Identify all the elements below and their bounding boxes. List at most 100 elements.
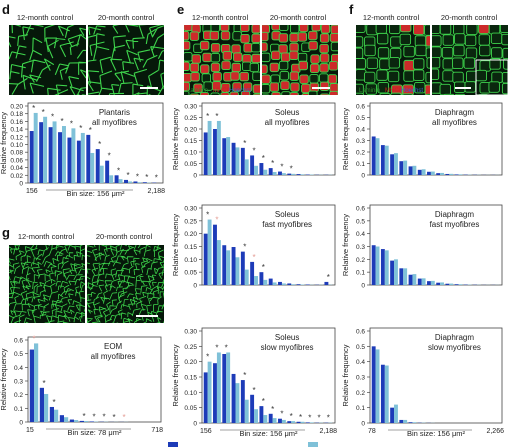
panel-g-chart-ytick-label: 0.3 bbox=[14, 379, 23, 386]
panel-e-micrograph-12m-fibre bbox=[251, 43, 260, 53]
panel-f-chart-fast-bar-12-month bbox=[390, 260, 395, 285]
panel-e-micrograph-20m-fibre bbox=[341, 42, 350, 51]
panel-f-chart-slow-bar-12-month bbox=[371, 346, 376, 423]
panel-f-chart-all-bar-12-month bbox=[399, 161, 404, 175]
panel-e-micrograph-20m-fibre bbox=[297, 52, 308, 63]
panel-e-chart-all-significance-star: * bbox=[290, 165, 293, 174]
panel-e-chart-fast-significance-star: * bbox=[327, 273, 330, 282]
panel-d-chart-bar-20-month bbox=[128, 181, 132, 183]
panel-g-chart-title-line: EOM bbox=[104, 342, 123, 351]
panel-d-label-12m: 12-month control bbox=[17, 13, 74, 22]
panel-e-chart-fast bbox=[199, 204, 336, 286]
panel-e-chart-all-bar-12-month bbox=[213, 129, 217, 175]
panel-e-chart-all-bar-20-month bbox=[272, 172, 277, 175]
panel-e-chart-slow-bar-12-month bbox=[305, 422, 310, 423]
panel-e-micrograph-12m-fibre bbox=[212, 71, 222, 82]
panel-f-chart-fast-ytick-label: 0.1 bbox=[356, 270, 365, 277]
panel-e-chart-fast-bar-20-month bbox=[235, 257, 240, 285]
panel-f-micrograph-20m-fibre bbox=[503, 94, 508, 95]
panel-d-micrograph-12m-bg bbox=[9, 25, 86, 95]
panel-e-micrograph-12m-fibre bbox=[230, 71, 240, 81]
panel-e-chart-all-bar-20-month bbox=[291, 173, 296, 175]
panel-letter-d: d bbox=[2, 2, 10, 17]
panel-f-stain-label: Laminin bbox=[359, 88, 380, 94]
panel-e-chart-fast-bar-20-month bbox=[244, 269, 249, 285]
panel-f-chart-fast-bar-12-month bbox=[417, 278, 422, 285]
panel-f-micrograph-12m-cells bbox=[356, 25, 430, 95]
panel-f-micrograph-20m-fibre bbox=[478, 25, 490, 34]
panel-e-chart-all-significance-star: * bbox=[215, 112, 218, 121]
panel-e-micrograph-20m-fibre bbox=[308, 90, 318, 95]
panel-e-micrograph-20m-fibre bbox=[271, 50, 281, 61]
panel-e-micrograph-20m-fibre bbox=[320, 93, 330, 95]
panel-f-chart-all-bar-20-month bbox=[384, 145, 389, 175]
panel-e-chart-slow-bar-20-month bbox=[300, 421, 305, 423]
panel-f-micrograph-12m-fibre bbox=[388, 57, 400, 69]
panel-e-chart-slow-significance-star: * bbox=[327, 414, 330, 423]
panel-f-chart-all-ytick-label: 0 bbox=[361, 173, 365, 180]
panel-f-chart-fast-bar-12-month bbox=[445, 283, 450, 285]
panel-f-micrograph-20m-fibre bbox=[512, 34, 517, 45]
panel-e-chart-all-ytick-label: 0.20 bbox=[184, 127, 197, 134]
panel-e-micrograph-12m-fibre bbox=[209, 30, 220, 41]
panel-f-micrograph-12m-fibre bbox=[356, 25, 366, 33]
panel-e-micrograph-20m-fibre bbox=[289, 42, 299, 53]
panel-e-chart-fast-bar-20-month bbox=[291, 284, 296, 285]
panel-f-chart-fast-bar-12-month bbox=[436, 282, 441, 285]
panel-g-chart-bar-20-month bbox=[54, 409, 59, 422]
panel-e-chart-fast-significance-star: * bbox=[206, 211, 209, 220]
panel-e-micrograph-20m-fibre bbox=[289, 92, 299, 95]
panel-d-chart-significance-star: * bbox=[89, 126, 92, 135]
panel-e-micrograph-12m-fibre bbox=[251, 53, 260, 64]
panel-f-chart-fast-bar-12-month bbox=[454, 284, 459, 285]
panel-f-chart-all-ytick-label: 0.2 bbox=[356, 150, 365, 157]
panel-e-micrograph-20m-fibre bbox=[278, 60, 289, 71]
panel-f-stain-label: Hoechst bbox=[401, 88, 423, 94]
panel-e-chart-fast-title-line: Soleus bbox=[275, 210, 299, 219]
panel-d-chart-bar-12-month bbox=[48, 127, 53, 183]
panel-f-chart-fast-ytick-label: 0.2 bbox=[356, 257, 365, 264]
panel-e-chart-slow bbox=[199, 327, 336, 431]
panel-e-micrograph-20m-fibre bbox=[342, 23, 351, 32]
panel-f-chart-slow-bin-size: Bin size: 156 μm² bbox=[407, 429, 466, 438]
panel-f-micrograph-20m-fibre bbox=[488, 25, 501, 35]
panel-g-chart-bar-20-month bbox=[44, 393, 49, 422]
panel-e-label-12m: 12-month control bbox=[192, 13, 249, 22]
panel-e-micrograph-20m-fibre bbox=[262, 84, 271, 94]
panel-e-chart-slow-bar-12-month bbox=[259, 406, 264, 423]
panel-e-chart-fast-bar-12-month bbox=[213, 224, 217, 285]
panel-g-chart-bar-12-month bbox=[39, 387, 44, 422]
panel-e-chart-all-bar-12-month bbox=[259, 163, 264, 175]
panel-d-chart-bar-20-month bbox=[43, 116, 48, 183]
panel-d-micrograph-20m-membrane bbox=[88, 25, 164, 95]
panel-e-micrograph-20m-fibre bbox=[279, 70, 290, 81]
panel-f-chart-all-ytick-label: 0.3 bbox=[356, 138, 365, 145]
panel-f-micrograph-12m-fibre bbox=[425, 47, 430, 59]
panel-e-micrograph-12m-fibre bbox=[221, 60, 231, 71]
panel-e-micrograph-20m-fibre bbox=[319, 81, 330, 92]
panel-d-chart-significance-star: * bbox=[155, 174, 158, 183]
panel-f-chart-slow-ytick-label: 0.3 bbox=[356, 375, 365, 382]
panel-e-chart-slow-significance-star: * bbox=[262, 397, 265, 406]
panel-e-micrograph-12m-fibre bbox=[252, 93, 260, 95]
panel-letter-f: f bbox=[349, 2, 354, 17]
panel-g-chart-ytick-label: 0.1 bbox=[14, 406, 23, 413]
panel-f-chart-slow-frame bbox=[369, 327, 503, 424]
panel-g-chart-bar-20-month bbox=[84, 421, 89, 422]
panel-d-chart-bar-20-month bbox=[33, 112, 38, 183]
panel-f-chart-all-bar-12-month bbox=[427, 171, 431, 175]
panel-d-chart-significance-star: * bbox=[98, 140, 101, 149]
panel-g-chart-bar-12-month bbox=[69, 419, 74, 422]
panel-f-chart-fast-ytick-label: 0.5 bbox=[356, 218, 365, 225]
panel-f-micrograph-20m-fibre bbox=[513, 22, 517, 32]
panel-e-chart-slow-bar-12-month bbox=[278, 418, 282, 423]
panel-f-inset-frame bbox=[475, 59, 509, 96]
panel-d-chart-bar-12-month bbox=[124, 179, 128, 183]
panel-f-micrograph-20m-fibre bbox=[439, 25, 452, 35]
panel-e-chart-all-bar-20-month bbox=[235, 147, 240, 175]
panel-d-chart-significance-star: * bbox=[136, 172, 139, 181]
panel-d-chart-significance-star: * bbox=[108, 152, 111, 161]
panel-g-micrograph-20m-cells bbox=[87, 245, 164, 323]
panel-f-micrograph-12m bbox=[356, 25, 430, 95]
